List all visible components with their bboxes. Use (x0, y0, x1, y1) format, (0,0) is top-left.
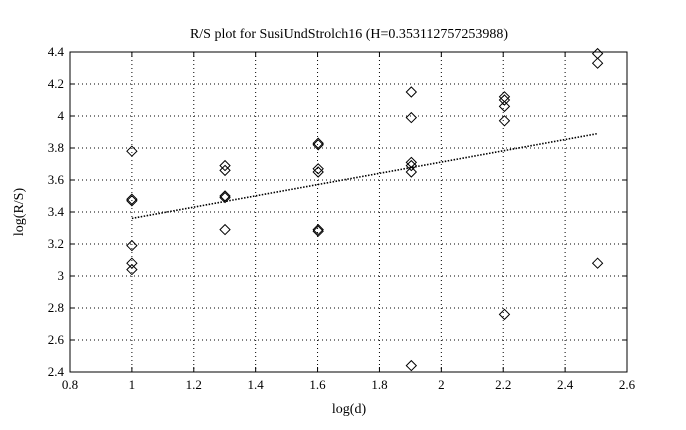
data-point-diamond (126, 239, 138, 252)
data-point-diamond (126, 263, 138, 276)
data-point-diamond (219, 164, 231, 177)
data-point-diamond (591, 257, 604, 269)
y-axis-label: log(R/S) (12, 188, 27, 237)
data-point-diamond (219, 190, 231, 202)
data-point-diamond (498, 100, 511, 113)
grid-layer (70, 52, 627, 372)
data-point-diamond (591, 57, 604, 69)
data-point-diamond (312, 223, 324, 236)
x-tick-label: 2 (438, 377, 445, 392)
x-tick-label: 2.2 (495, 377, 511, 392)
y-tick-label: 3 (58, 268, 65, 283)
data-point-diamond (219, 159, 231, 172)
data-point-diamond (312, 225, 324, 237)
data-point-diamond (405, 111, 418, 124)
data-point-diamond (312, 163, 324, 175)
data-point-diamond (312, 139, 324, 151)
data-point-diamond (219, 223, 231, 236)
data-point-diamond (405, 166, 418, 178)
data-point-diamond (498, 308, 511, 321)
chart-title: R/S plot for SusiUndStrolch16 (H=0.35311… (190, 27, 508, 42)
data-point-diamond (498, 94, 511, 106)
data-point-diamond (126, 145, 138, 157)
data-point-diamond (405, 86, 418, 98)
data-point-diamond (591, 47, 604, 60)
data-point-diamond (498, 115, 511, 127)
x-tick-label: 1.4 (248, 377, 265, 392)
y-tick-label: 4.2 (48, 76, 64, 91)
x-tick-label: 1 (129, 377, 136, 392)
x-axis-label: log(d) (332, 402, 367, 417)
points-layer (126, 47, 604, 372)
data-point-diamond (405, 156, 418, 169)
x-tick-label: 0.8 (62, 377, 78, 392)
y-tick-label: 2.6 (48, 332, 65, 347)
data-point-diamond (126, 195, 138, 207)
fit-line-layer (131, 132, 598, 220)
y-tick-label: 3.8 (48, 140, 64, 155)
x-tick-label: 2.6 (619, 377, 636, 392)
y-tick-label: 4 (58, 108, 65, 123)
plot-frame (69, 51, 628, 373)
data-point-diamond (126, 193, 138, 205)
data-point-diamond (405, 159, 418, 172)
y-tick-label: 3.4 (48, 204, 65, 219)
x-tick-label: 1.6 (309, 377, 326, 392)
x-tick-label: 2.4 (557, 377, 574, 392)
data-point-diamond (498, 91, 511, 103)
y-tick-label: 2.4 (48, 364, 65, 379)
y-tick-label: 2.8 (48, 300, 64, 315)
data-point-diamond (405, 359, 418, 372)
x-tick-label: 1.8 (371, 377, 387, 392)
y-tick-label: 3.6 (48, 172, 65, 187)
y-tick-label: 3.2 (48, 236, 64, 251)
regression-fit-line (131, 132, 598, 220)
data-point-diamond (219, 191, 231, 204)
data-point-diamond (126, 257, 138, 269)
data-point-diamond (312, 137, 324, 149)
y-tick-label: 4.4 (48, 44, 65, 59)
x-tick-label: 1.2 (186, 377, 202, 392)
data-point-diamond (312, 166, 324, 178)
ticks-layer: 0.8 1 1.2 1.4 1.6 1.8 2 2.2 2.4 2.6 2.4 2.6 2.8 3 3.2 3… (48, 44, 636, 392)
